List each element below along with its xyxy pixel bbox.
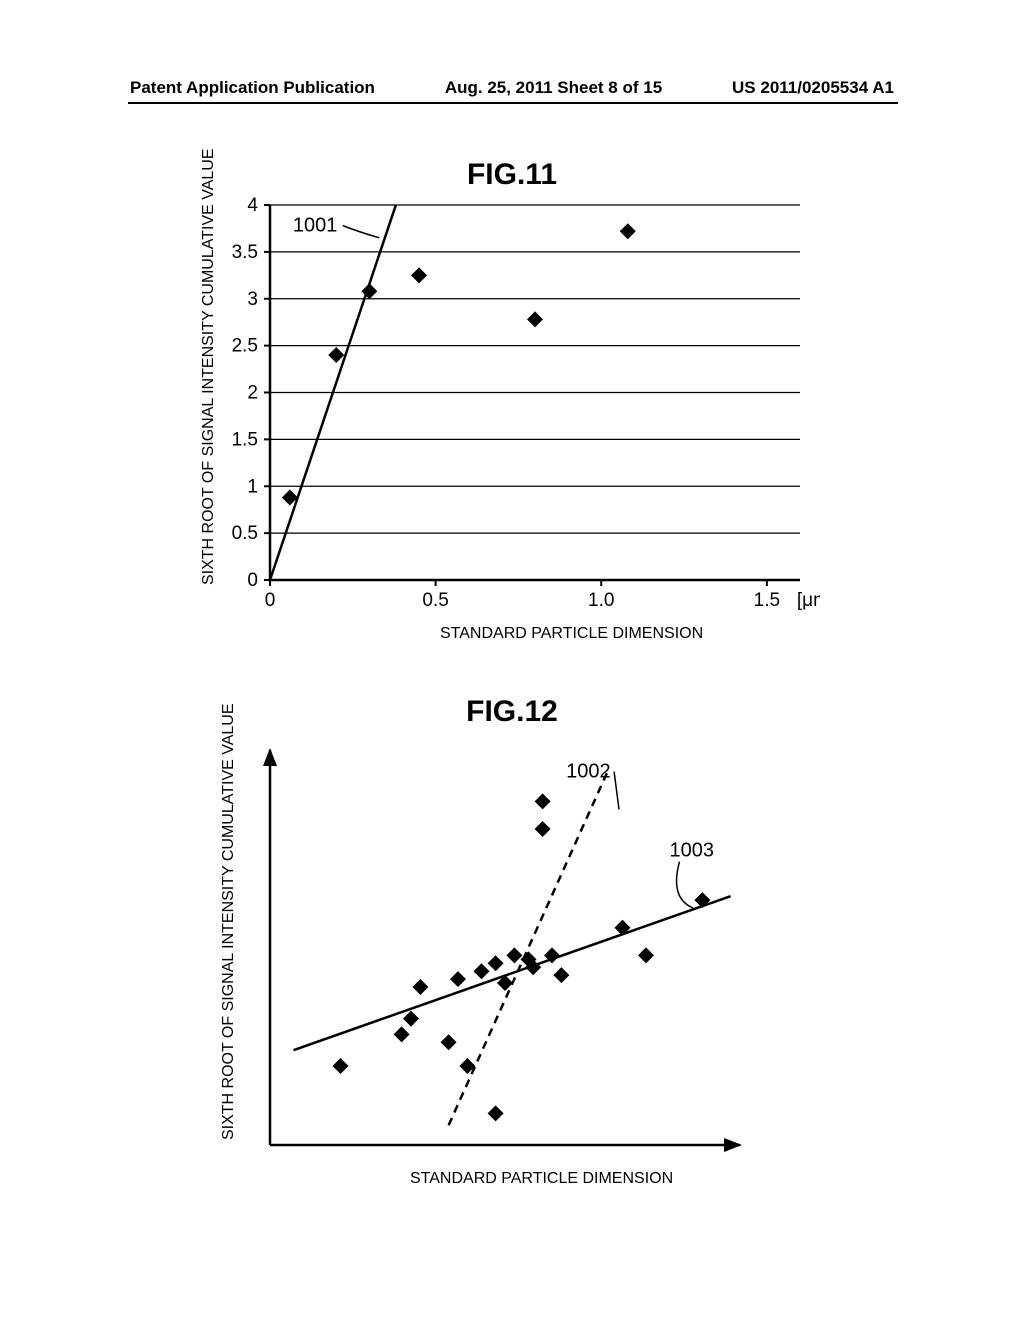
svg-text:3.5: 3.5 bbox=[232, 242, 258, 263]
svg-text:0: 0 bbox=[265, 590, 276, 611]
fig11-ylabel: SIXTH ROOT OF SIGNAL INTENSITY CUMULATIV… bbox=[200, 148, 218, 585]
svg-text:3: 3 bbox=[247, 289, 258, 310]
header-center: Aug. 25, 2011 Sheet 8 of 15 bbox=[445, 78, 662, 98]
figure-11: SIXTH ROOT OF SIGNAL INTENSITY CUMULATIV… bbox=[180, 195, 820, 645]
svg-text:1.0: 1.0 bbox=[588, 590, 614, 611]
svg-text:1001: 1001 bbox=[293, 215, 338, 237]
svg-text:1003: 1003 bbox=[670, 840, 715, 862]
header-right: US 2011/0205534 A1 bbox=[732, 78, 894, 98]
svg-text:1.5: 1.5 bbox=[754, 590, 780, 611]
svg-text:1.5: 1.5 bbox=[232, 429, 258, 450]
figure-title-11: FIG.11 bbox=[0, 158, 1024, 192]
header-left: Patent Application Publication bbox=[130, 78, 375, 98]
fig11-chart: 0 0.5 1 1.5 2 2.5 3 3.5 4 0 0.5 1.0 1.5 [μm] 1001 bbox=[180, 195, 820, 645]
svg-text:0: 0 bbox=[247, 570, 258, 591]
svg-text:0.5: 0.5 bbox=[422, 590, 448, 611]
figure-12: SIXTH ROOT OF SIGNAL INTENSITY CUMULATIV… bbox=[200, 740, 800, 1200]
svg-text:4: 4 bbox=[247, 195, 258, 216]
svg-text:1: 1 bbox=[247, 476, 258, 497]
fig12-chart: 1002 1003 bbox=[200, 740, 800, 1200]
fig11-xlabel: STANDARD PARTICLE DIMENSION bbox=[440, 625, 703, 643]
figure-title-12: FIG.12 bbox=[0, 695, 1024, 729]
fig12-ylabel: SIXTH ROOT OF SIGNAL INTENSITY CUMULATIV… bbox=[220, 703, 238, 1140]
svg-text:0.5: 0.5 bbox=[232, 523, 258, 544]
svg-text:[μm]: [μm] bbox=[797, 590, 820, 611]
svg-text:1002: 1002 bbox=[566, 761, 611, 783]
svg-text:2: 2 bbox=[247, 383, 258, 404]
fig12-xlabel: STANDARD PARTICLE DIMENSION bbox=[410, 1170, 673, 1188]
header-rule bbox=[128, 102, 898, 104]
page-header: Patent Application Publication Aug. 25, … bbox=[0, 78, 1024, 98]
svg-text:2.5: 2.5 bbox=[232, 336, 258, 357]
